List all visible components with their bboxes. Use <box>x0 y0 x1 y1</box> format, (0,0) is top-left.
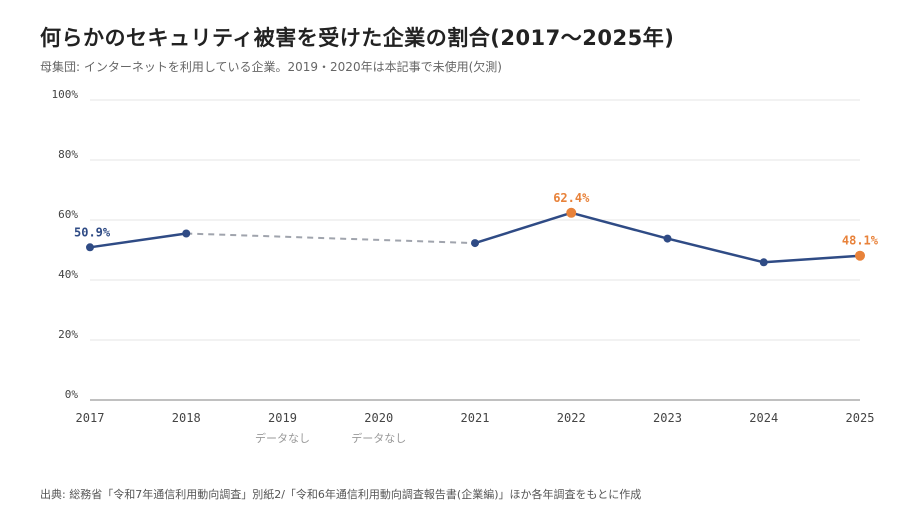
data-label-2017: 50.9% <box>74 225 111 239</box>
data-point-2025 <box>855 250 865 261</box>
x-tick-label: 2023 <box>653 411 682 425</box>
x-tick-label: 2018 <box>172 411 201 425</box>
y-tick-label: 80% <box>58 148 78 161</box>
x-tick-label: 2022 <box>557 411 586 425</box>
x-tick-label: 2021 <box>461 411 490 425</box>
chart-subtitle: 母集団: インターネットを利用している企業。2019・2020年は本記事で未使用… <box>40 60 502 74</box>
missing-data-label: データなし <box>255 431 310 445</box>
data-point-2024 <box>759 258 768 267</box>
data-labels-layer: 50.9% 62.4% 48.1% <box>74 191 879 248</box>
missing-data-label: データなし <box>351 431 406 445</box>
y-tick-label: 20% <box>58 328 78 341</box>
x-tick-label: 2019 <box>268 411 297 425</box>
y-axis-ticks: 0% 20% 40% 60% 80% 100% <box>52 88 79 401</box>
x-tick-label: 2024 <box>749 411 778 425</box>
data-label-2025: 48.1% <box>842 234 879 248</box>
y-tick-label: 40% <box>58 268 78 281</box>
x-tick-label: 2017 <box>76 411 105 425</box>
y-tick-label: 0% <box>65 388 79 401</box>
y-tick-label: 60% <box>58 208 78 221</box>
x-tick-label: 2025 <box>846 411 875 425</box>
data-points-layer <box>86 207 865 267</box>
data-label-2022: 62.4% <box>553 191 590 205</box>
data-point-2021 <box>471 239 479 248</box>
data-point-2018 <box>182 229 191 238</box>
chart-title: 何らかのセキュリティ被害を受けた企業の割合(2017〜2025年) <box>40 26 675 50</box>
source-note: 出典: 総務省「令和7年通信利用動向調査」別紙2/「令和6年通信利用動向調査報告… <box>40 488 642 501</box>
y-tick-label: 100% <box>52 88 79 101</box>
series-line <box>88 232 188 249</box>
data-point-2022 <box>566 207 577 218</box>
data-point-2023 <box>663 234 672 243</box>
grid-layer <box>90 99 860 401</box>
data-point-2017 <box>86 243 94 252</box>
x-tick-label: 2020 <box>364 411 393 425</box>
missing-data-connector <box>186 232 476 245</box>
x-axis-ticks: 2017 2018 2019 データなし 2020 データなし 2021 2022 2023 20… <box>76 411 875 445</box>
